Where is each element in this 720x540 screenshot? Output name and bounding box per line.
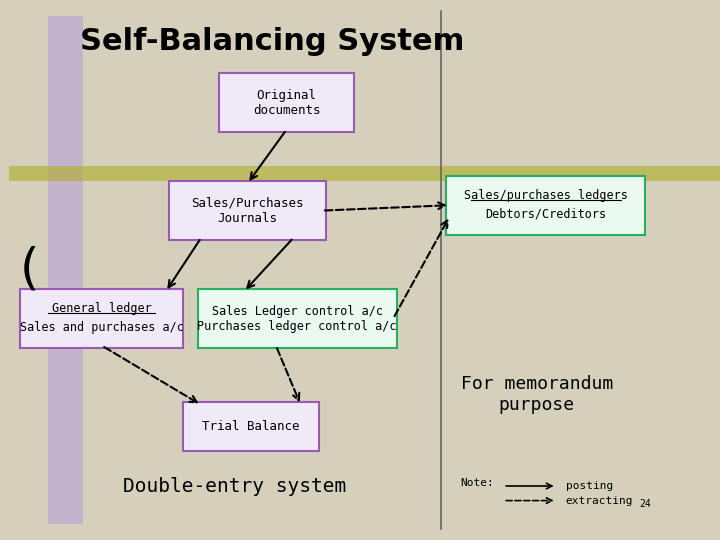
Text: For memorandum
purpose: For memorandum purpose bbox=[461, 375, 613, 414]
FancyBboxPatch shape bbox=[9, 166, 720, 181]
Text: Sales and purchases a/c: Sales and purchases a/c bbox=[20, 321, 184, 334]
Text: Sales Ledger control a/c
Purchases ledger control a/c: Sales Ledger control a/c Purchases ledge… bbox=[197, 305, 397, 333]
Text: Trial Balance: Trial Balance bbox=[202, 420, 300, 433]
Text: Debtors/Creditors: Debtors/Creditors bbox=[485, 207, 606, 220]
FancyBboxPatch shape bbox=[169, 181, 325, 240]
Text: posting: posting bbox=[566, 481, 613, 491]
Text: Sales/purchases ledgers: Sales/purchases ledgers bbox=[464, 189, 628, 202]
Text: General ledger: General ledger bbox=[52, 302, 152, 315]
Text: Original
documents: Original documents bbox=[253, 89, 320, 117]
FancyBboxPatch shape bbox=[198, 289, 397, 348]
Text: extracting: extracting bbox=[566, 496, 634, 505]
Text: Self-Balancing System: Self-Balancing System bbox=[81, 27, 465, 56]
FancyBboxPatch shape bbox=[20, 289, 184, 348]
FancyBboxPatch shape bbox=[48, 16, 83, 524]
Text: Double-entry system: Double-entry system bbox=[123, 476, 346, 496]
Text: 24: 24 bbox=[639, 500, 652, 509]
Text: Note:: Note: bbox=[461, 478, 495, 488]
FancyBboxPatch shape bbox=[219, 73, 354, 132]
FancyBboxPatch shape bbox=[446, 176, 645, 235]
Text: (: ( bbox=[19, 246, 39, 294]
FancyBboxPatch shape bbox=[184, 402, 318, 451]
Text: Sales/Purchases
Journals: Sales/Purchases Journals bbox=[192, 197, 304, 225]
